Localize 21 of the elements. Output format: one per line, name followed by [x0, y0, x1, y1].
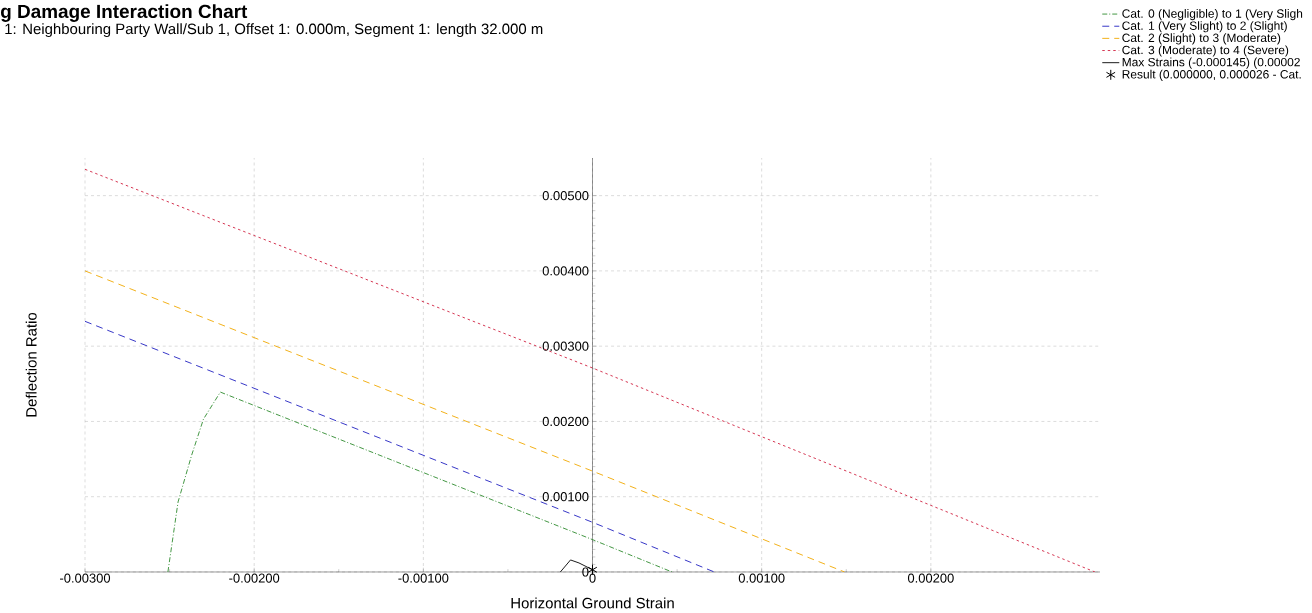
x-tick-label: 0 — [589, 573, 596, 583]
y-tick-label: 0.00300 — [542, 341, 589, 351]
chart-title: g Damage Interaction Chart — [1, 4, 248, 22]
legend-label: Result (0.000000, 0.000026 - Cat. — [1122, 69, 1301, 81]
legend-label: Cat. 3 (Moderate) to 4 (Severe) — [1122, 45, 1289, 57]
x-tick-label: -0.00300 — [60, 573, 111, 583]
y-tick-label: 0.00500 — [542, 191, 589, 201]
legend-label: Cat. 1 (Very Slight) to 2 (Slight) — [1122, 21, 1287, 33]
x-tick-label: 0.00200 — [907, 573, 954, 583]
y-tick-label: 0.00100 — [542, 492, 589, 502]
y-tick-label: 0.00400 — [542, 266, 589, 276]
y-tick-label: 0.00200 — [542, 416, 589, 427]
x-tick-label: -0.00200 — [229, 573, 280, 583]
x-axis-title: Horizontal Ground Strain — [511, 597, 674, 609]
legend-label: Cat. 0 (Negligible) to 1 (Very Sligh — [1122, 9, 1303, 21]
y-axis-title: Deflection Ratio — [25, 312, 37, 417]
legend-label: Max Strains (-0.000145) (0.00002 — [1122, 57, 1300, 69]
chart-subtitle: 1: Neighbouring Party Wall/Sub 1, Offset 1: 0.000m, Segment 1: length 32.000 m — [5, 23, 543, 38]
x-tick-label: 0.00100 — [738, 573, 785, 583]
x-tick-label: -0.00100 — [398, 573, 449, 583]
legend-label: Cat. 2 (Slight) to 3 (Moderate) — [1122, 33, 1281, 45]
